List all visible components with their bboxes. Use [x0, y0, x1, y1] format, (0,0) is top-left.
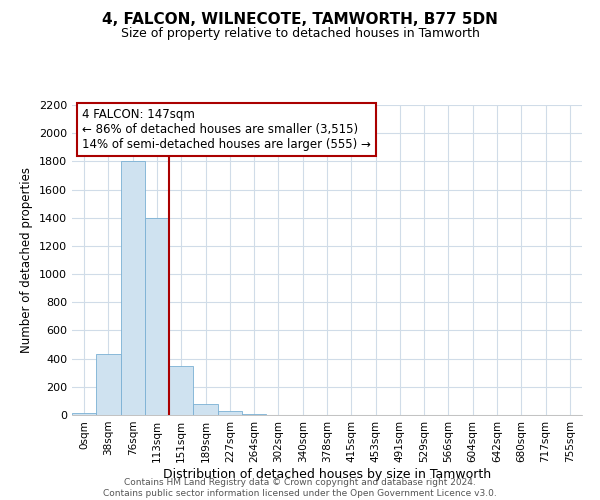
Bar — [218, 412, 242, 415]
Bar — [169, 366, 193, 415]
X-axis label: Distribution of detached houses by size in Tamworth: Distribution of detached houses by size … — [163, 468, 491, 480]
Bar — [193, 404, 218, 415]
Bar — [96, 354, 121, 415]
Text: Size of property relative to detached houses in Tamworth: Size of property relative to detached ho… — [121, 28, 479, 40]
Bar — [72, 413, 96, 415]
Text: 4, FALCON, WILNECOTE, TAMWORTH, B77 5DN: 4, FALCON, WILNECOTE, TAMWORTH, B77 5DN — [102, 12, 498, 28]
Bar — [121, 162, 145, 415]
Text: Contains HM Land Registry data © Crown copyright and database right 2024.
Contai: Contains HM Land Registry data © Crown c… — [103, 478, 497, 498]
Bar — [145, 218, 169, 415]
Y-axis label: Number of detached properties: Number of detached properties — [20, 167, 34, 353]
Bar — [242, 414, 266, 415]
Text: 4 FALCON: 147sqm
← 86% of detached houses are smaller (3,515)
14% of semi-detach: 4 FALCON: 147sqm ← 86% of detached house… — [82, 108, 371, 151]
